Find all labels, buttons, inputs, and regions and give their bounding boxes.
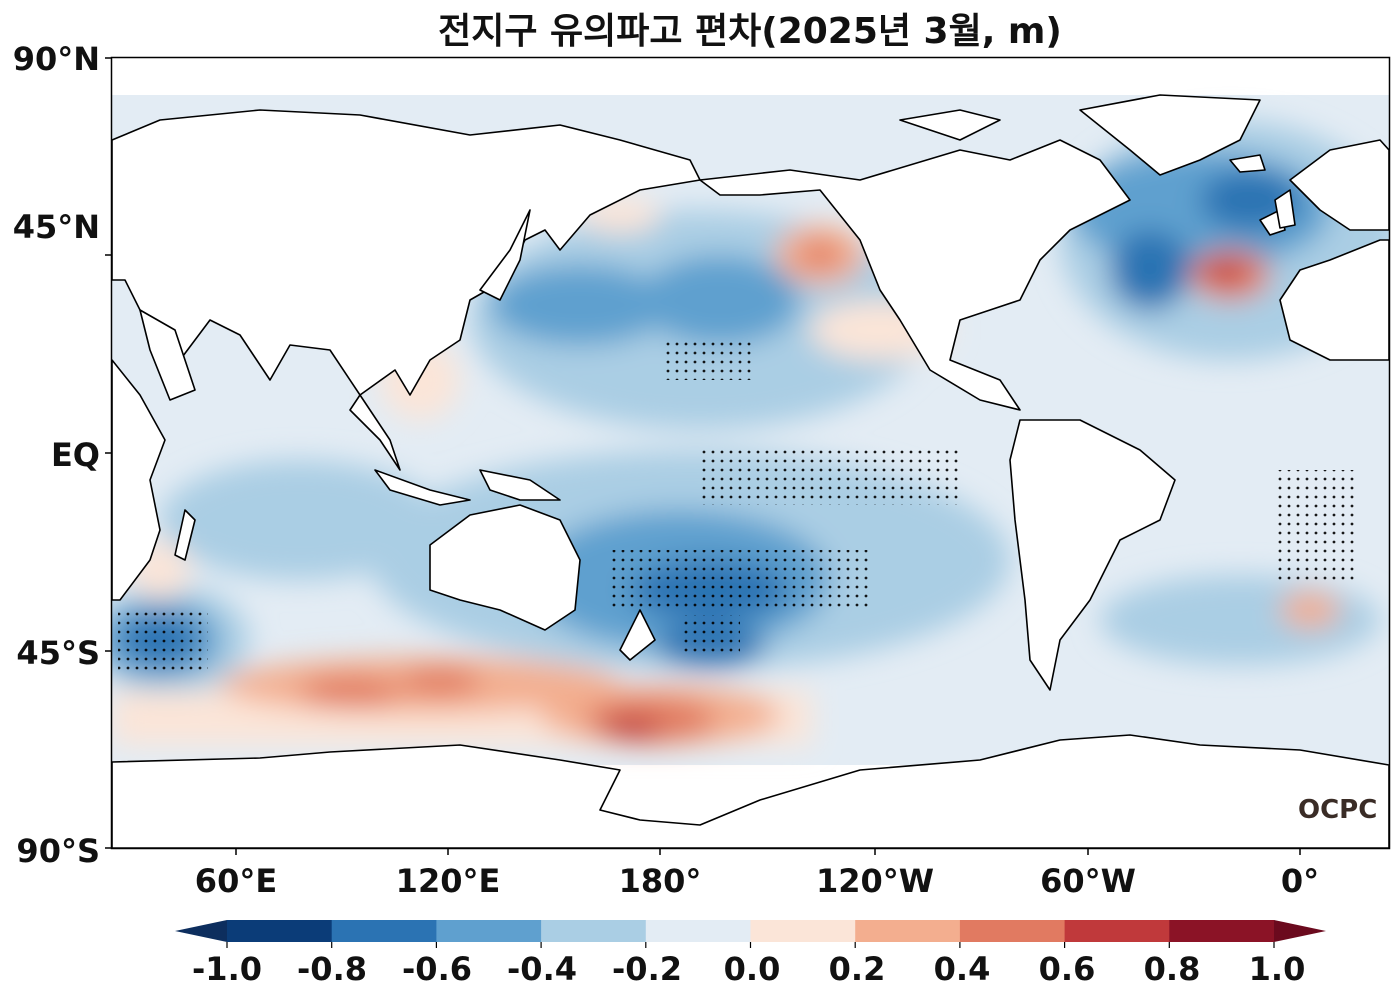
x-tick-60e: 60°E (194, 862, 278, 900)
colorbar-segment (855, 920, 961, 942)
land-masses (112, 94, 1389, 848)
y-tick-90n: 90°N (12, 40, 100, 78)
y-tick-eq: EQ (50, 436, 100, 474)
cb-tick-2: -0.6 (402, 950, 472, 988)
x-tick-marks (235, 848, 1301, 855)
x-tick-180: 180° (618, 862, 702, 900)
anomaly-field (112, 94, 1389, 848)
y-tick-45s: 45°S (16, 634, 100, 672)
y-tick-90s: 90°S (16, 832, 100, 870)
cb-tick-1: -0.8 (297, 950, 367, 988)
colorbar-under-arrow (175, 920, 227, 942)
colorbar-segment (436, 920, 542, 942)
x-tick-120e: 120°E (395, 862, 501, 900)
colorbar-segment (1169, 920, 1275, 942)
cb-tick-4: -0.2 (612, 950, 682, 988)
cb-tick-8: 0.6 (1038, 950, 1096, 988)
x-tick-0: 0° (1280, 862, 1320, 900)
colorbar-over-arrow (1274, 920, 1326, 942)
colorbar-segment (750, 920, 856, 942)
cb-tick-5: 0.0 (723, 950, 781, 988)
y-tick-45n: 45°N (12, 208, 100, 246)
colorbar-segment (1064, 920, 1170, 942)
colorbar-segment (959, 920, 1066, 942)
cb-tick-0: -1.0 (192, 950, 262, 988)
cb-tick-7: 0.4 (933, 950, 991, 988)
colorbar-segment (541, 920, 647, 942)
cb-tick-6: 0.2 (828, 950, 886, 988)
colorbar (175, 920, 1326, 948)
x-tick-120w: 120°W (815, 862, 935, 900)
significance-stippling (118, 340, 1355, 670)
cb-tick-9: 0.8 (1143, 950, 1201, 988)
colorbar-segment (645, 920, 751, 942)
x-tick-60w: 60°W (1040, 862, 1136, 900)
colorbar-segment (227, 920, 333, 942)
colorbar-segment (331, 920, 437, 942)
ocpc-logo: OCPC (1298, 795, 1378, 825)
y-tick-marks (105, 57, 112, 849)
map-title: 전지구 유의파고 편차(2025년 3월, m) (438, 11, 1062, 52)
cb-tick-10: 1.0 (1248, 950, 1306, 988)
cb-tick-3: -0.4 (507, 950, 577, 988)
